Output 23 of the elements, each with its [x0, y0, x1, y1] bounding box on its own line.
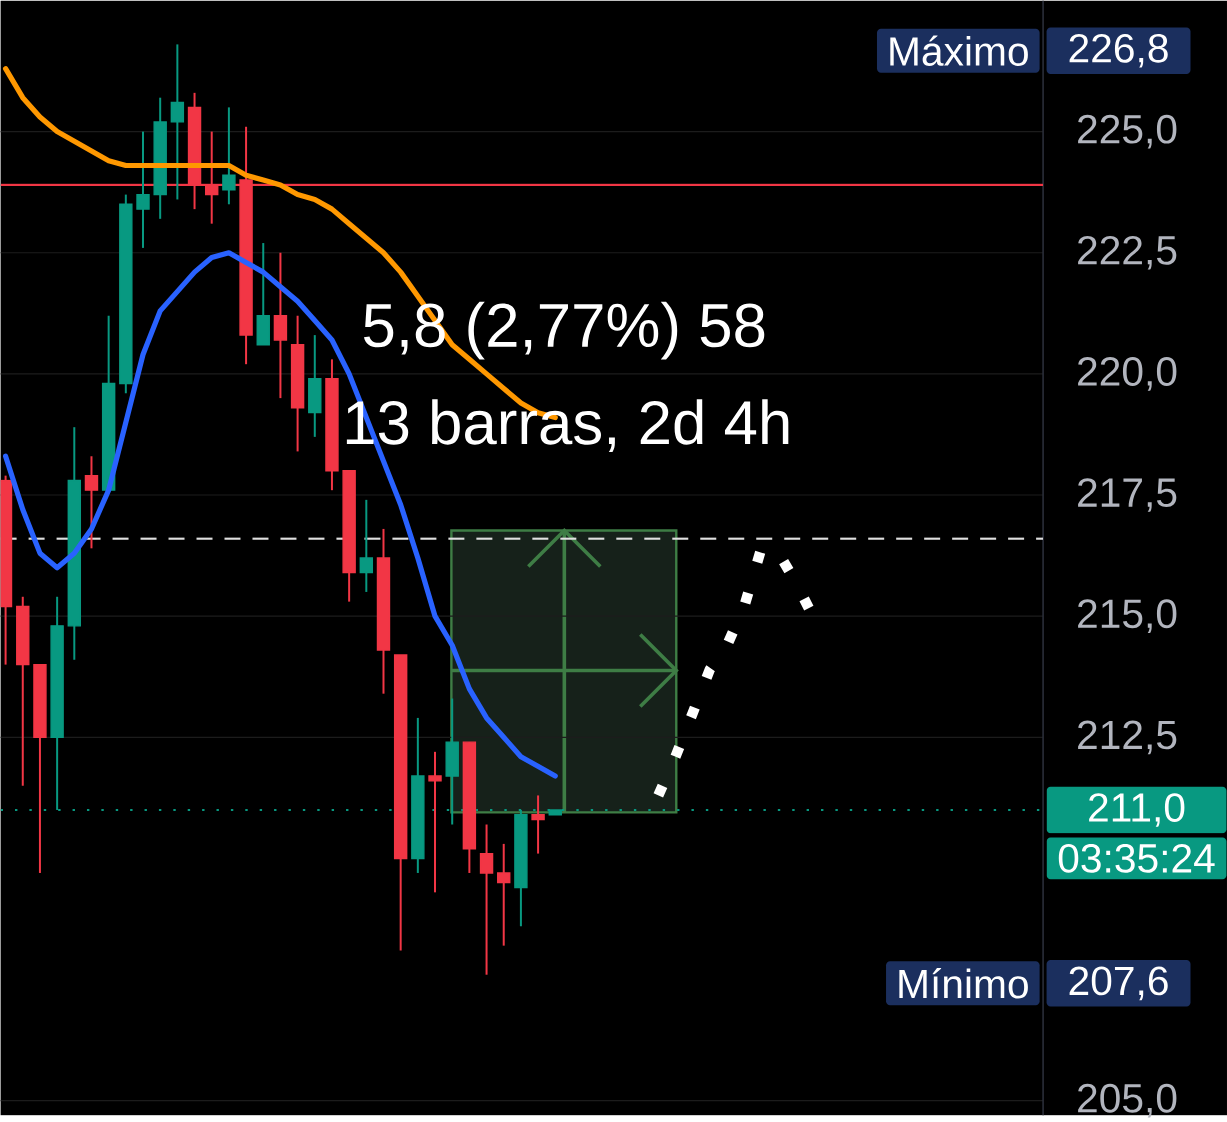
y-tick-label: 215,0: [1078, 599, 1177, 633]
y-tick-label: 220,0: [1078, 356, 1177, 391]
candlestick: [136, 130, 150, 249]
candlestick: [479, 823, 494, 976]
candlestick: [222, 106, 236, 206]
text: 03:35:24: [1058, 843, 1215, 873]
text: 207,6: [1069, 966, 1168, 1001]
text: Mínimo: [899, 968, 1028, 999]
ref-line-label: 211,0: [1089, 793, 1185, 827]
candlestick: [497, 842, 511, 947]
candlestick: [428, 750, 442, 894]
y-tick-label: 222,5: [1078, 235, 1177, 270]
candlestick: [170, 43, 185, 201]
text: 226,8: [1069, 33, 1168, 68]
candlestick: [359, 498, 374, 593]
y-tick-label: 225,0: [1078, 114, 1177, 149]
text: Máximo: [890, 35, 1028, 66]
annotation: 5,8 (2,77%) 58: [363, 301, 765, 360]
y-tick-label: 212,5: [1078, 720, 1177, 755]
candlestick: [84, 455, 99, 550]
y-tick-label: 217,5: [1078, 478, 1177, 512]
y-tick-label: 205,0: [1078, 1083, 1177, 1118]
candlestick: [531, 794, 545, 855]
